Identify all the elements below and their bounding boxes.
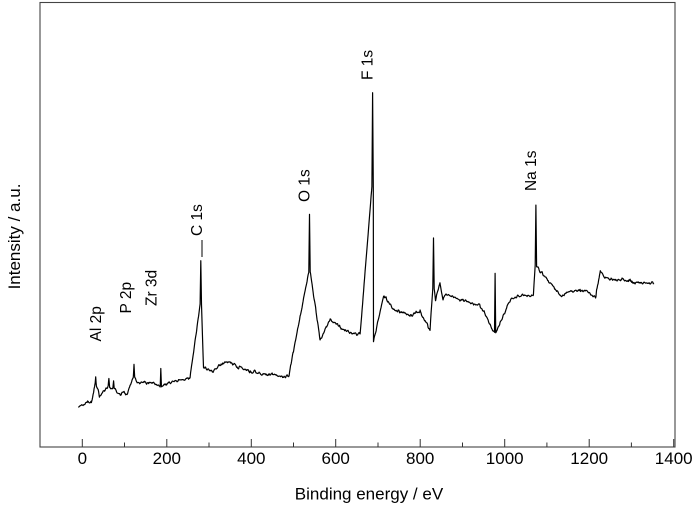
svg-text:800: 800 bbox=[406, 449, 434, 468]
svg-text:1400: 1400 bbox=[655, 449, 693, 468]
svg-text:C 1s: C 1s bbox=[189, 204, 206, 236]
svg-text:Zr 3d: Zr 3d bbox=[144, 270, 161, 306]
svg-text:Al 2p: Al 2p bbox=[88, 306, 105, 341]
svg-text:P 2p: P 2p bbox=[118, 282, 135, 314]
svg-text:1000: 1000 bbox=[486, 449, 524, 468]
svg-text:1200: 1200 bbox=[570, 449, 608, 468]
svg-text:Intensity / a.u.: Intensity / a.u. bbox=[5, 184, 24, 290]
svg-text:600: 600 bbox=[322, 449, 350, 468]
svg-text:Binding energy / eV: Binding energy / eV bbox=[295, 485, 444, 504]
svg-text:O 1s: O 1s bbox=[297, 169, 314, 202]
svg-text:Na 1s: Na 1s bbox=[523, 150, 540, 191]
svg-text:F 1s: F 1s bbox=[360, 50, 377, 80]
svg-text:400: 400 bbox=[237, 449, 265, 468]
svg-text:200: 200 bbox=[153, 449, 181, 468]
svg-text:0: 0 bbox=[78, 449, 87, 468]
